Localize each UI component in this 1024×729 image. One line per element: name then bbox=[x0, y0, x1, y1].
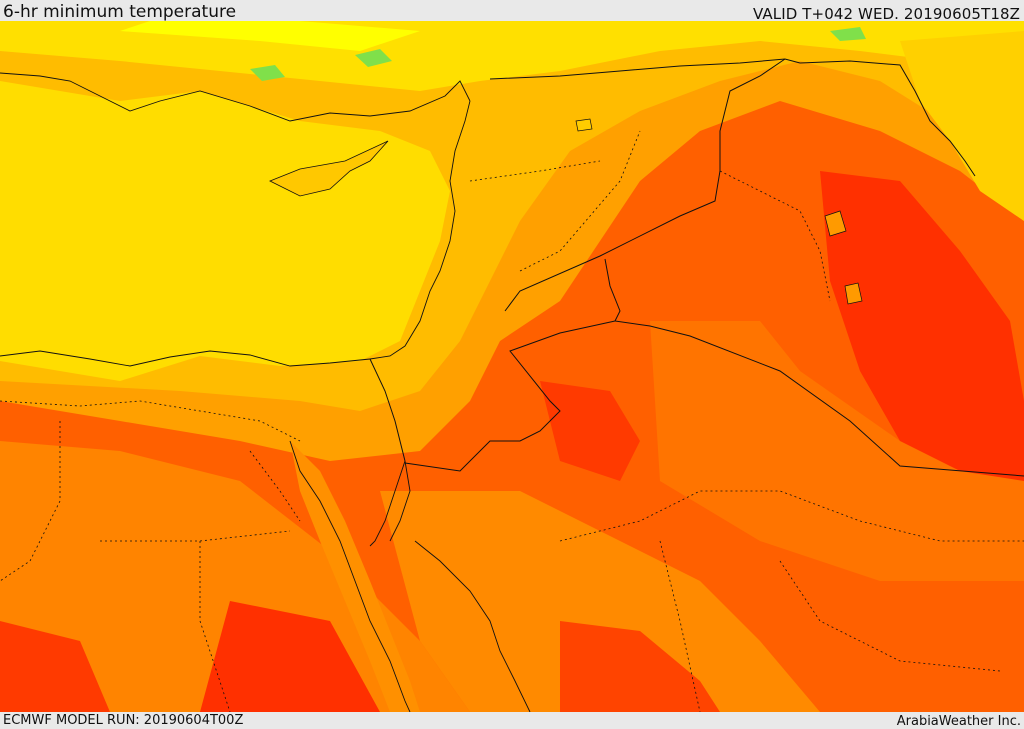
light-yellow-north bbox=[120, 21, 420, 51]
lake-1 bbox=[824, 210, 847, 237]
green-patch-2 bbox=[355, 49, 392, 67]
mediterranean-sea bbox=[0, 81, 450, 381]
green-patch-1 bbox=[250, 65, 285, 81]
orange-region-south bbox=[380, 491, 820, 712]
footer-bar: ECMWF MODEL RUN: 20190604T00Z ArabiaWeat… bbox=[0, 712, 1024, 729]
province-borders bbox=[0, 130, 1024, 712]
cyprus-island bbox=[269, 140, 389, 197]
lake-2 bbox=[844, 282, 863, 305]
header-bar: 6-hr minimum temperature VALID T+042 WED… bbox=[0, 0, 1024, 23]
country-borders bbox=[369, 58, 1024, 477]
coastlines bbox=[0, 72, 531, 712]
red-region-jordan bbox=[540, 381, 640, 481]
orange-region-east bbox=[650, 321, 1024, 581]
temperature-map[interactable] bbox=[0, 21, 1024, 712]
red-region-sw bbox=[0, 621, 110, 712]
red-region-sudan bbox=[200, 601, 380, 712]
map-title: 6-hr minimum temperature bbox=[3, 2, 237, 22]
valid-time: VALID T+042 WED. 20190605T18Z bbox=[753, 5, 1020, 23]
red-sea bbox=[290, 441, 420, 712]
credit: ArabiaWeather Inc. bbox=[896, 714, 1021, 729]
green-patch-3 bbox=[830, 27, 866, 41]
iran-yellow bbox=[900, 31, 1024, 221]
model-run: ECMWF MODEL RUN: 20190604T00Z bbox=[3, 713, 244, 728]
lake-3 bbox=[575, 118, 593, 132]
orange-region-west bbox=[0, 441, 470, 712]
red-region-arabia bbox=[560, 621, 720, 712]
map-canvas bbox=[0, 21, 1024, 712]
red-region-iraq bbox=[820, 171, 1024, 481]
